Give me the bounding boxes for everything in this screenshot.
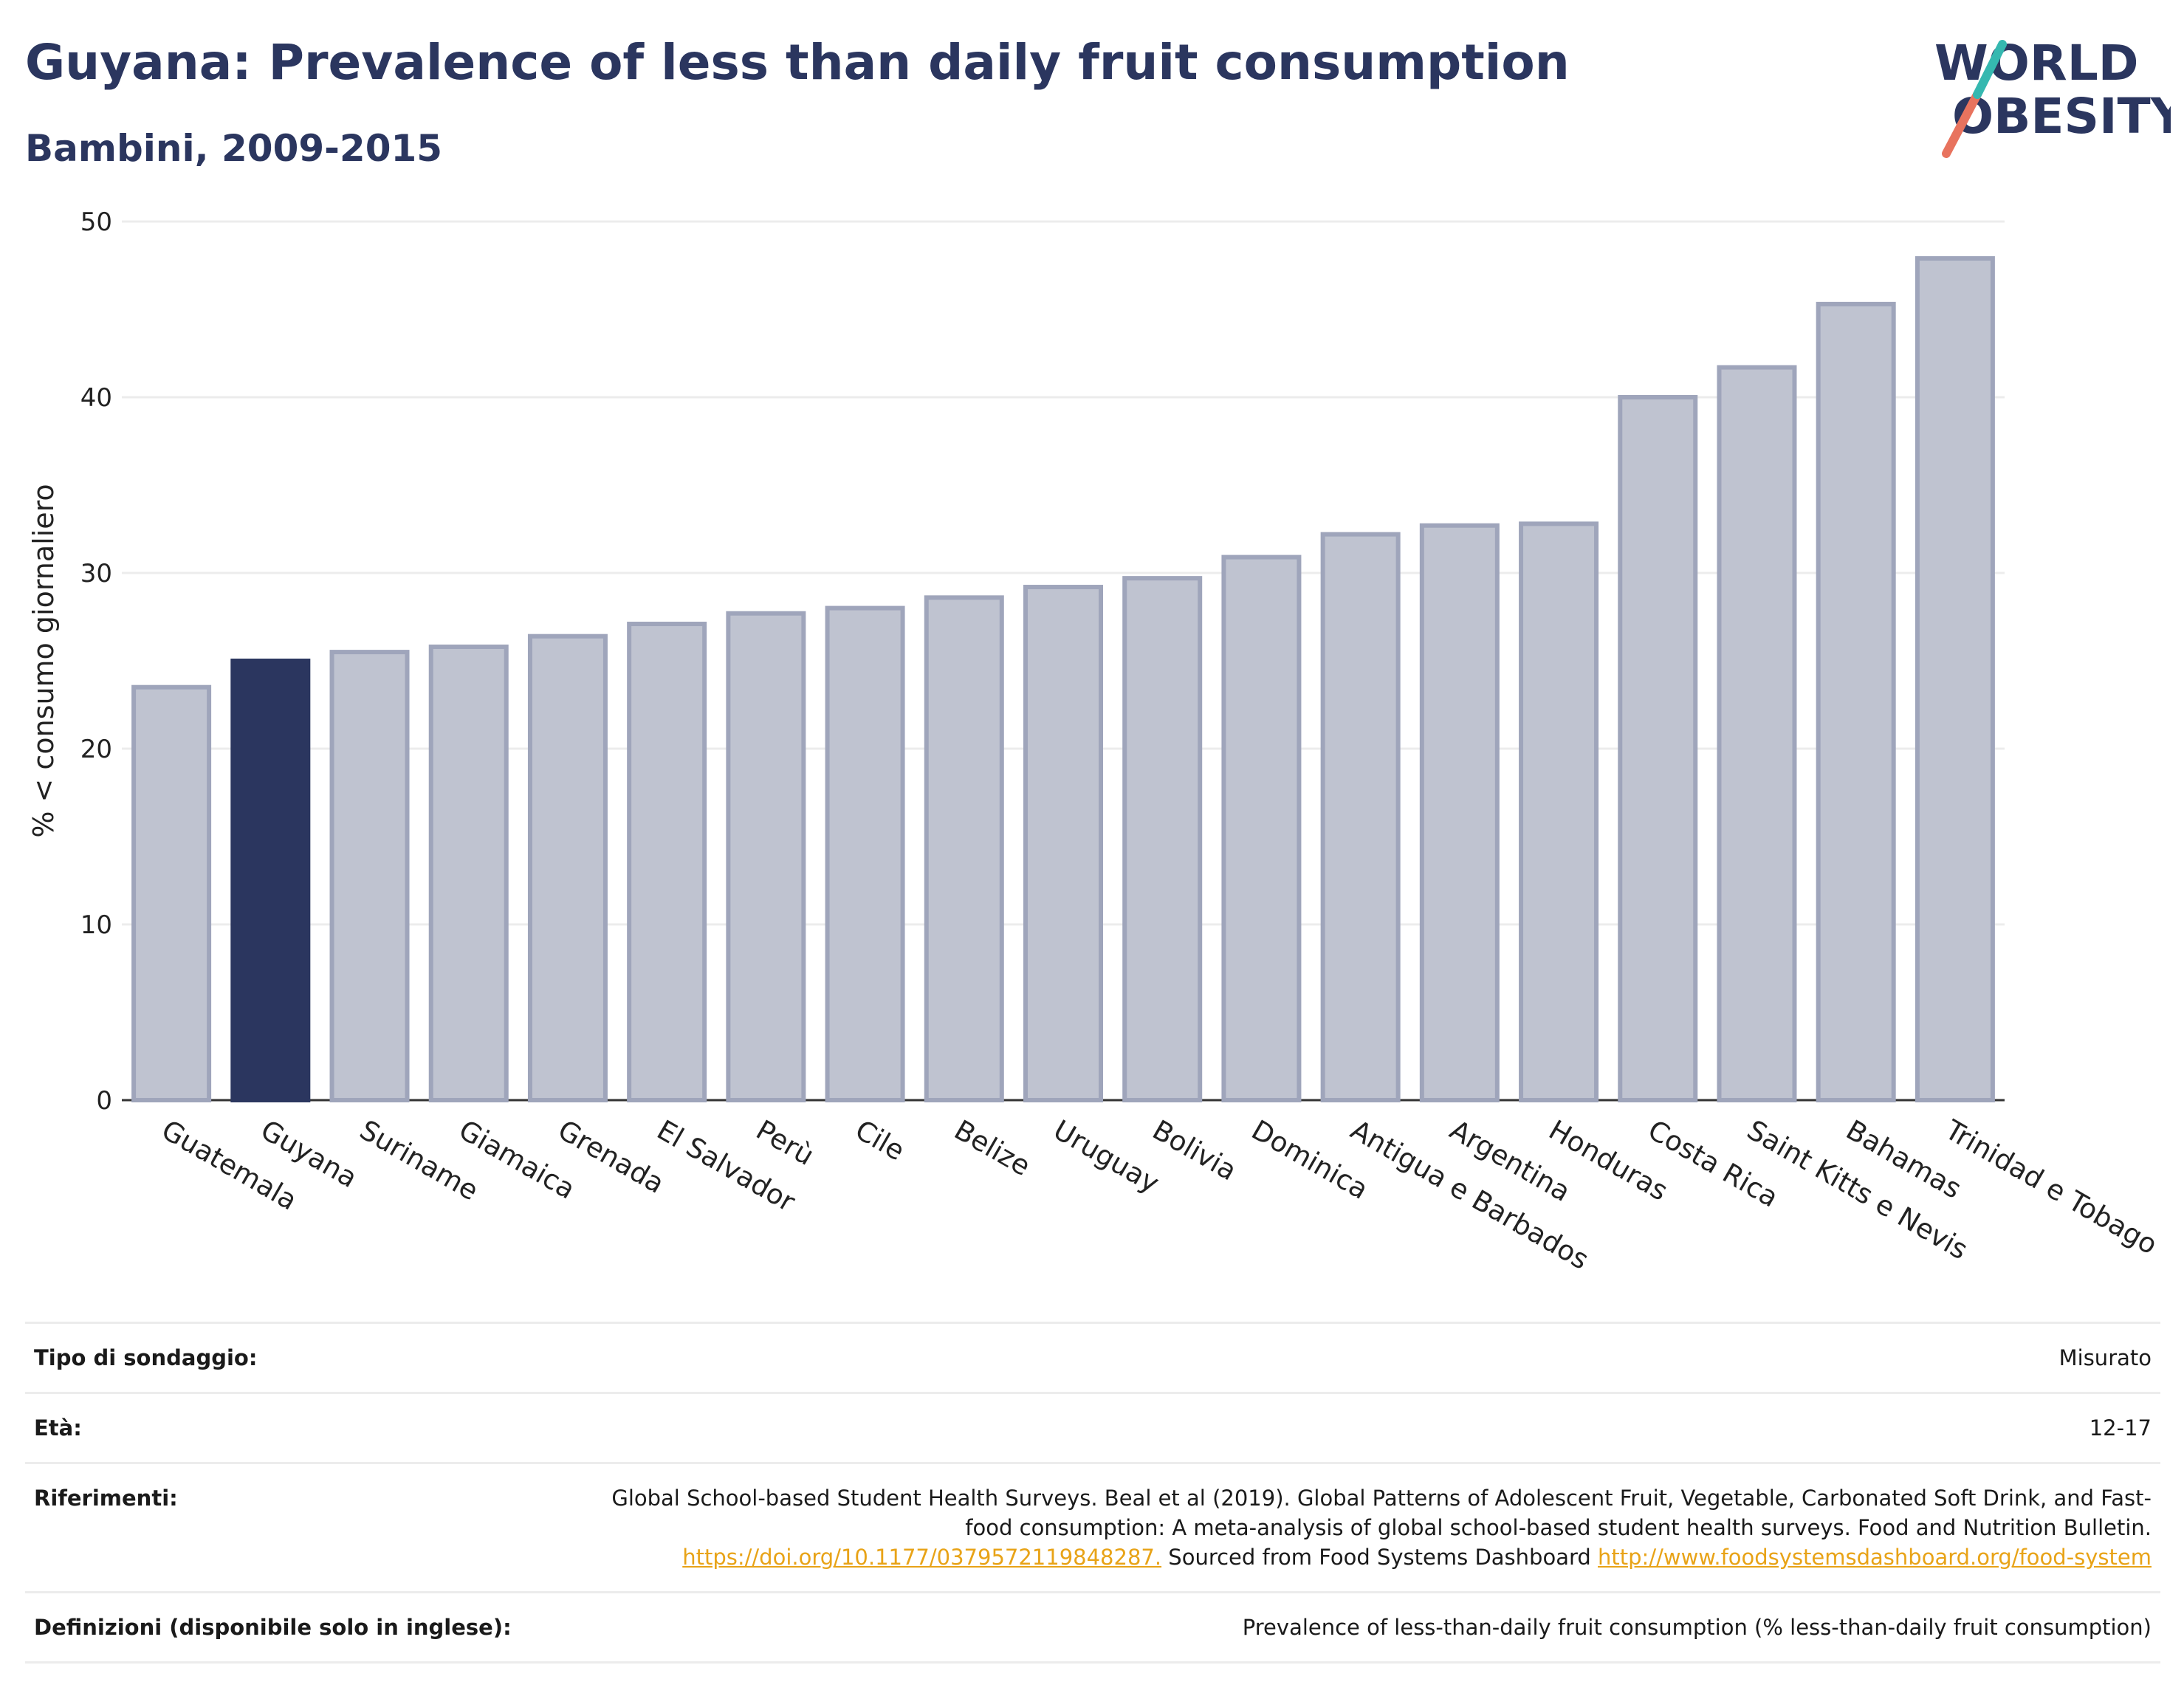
references-value: Global School-based Student Health Surve… <box>560 1463 2160 1593</box>
bar-suriname <box>329 650 410 1102</box>
bar-chart: 0 10 20 30 40 50 GuatemalaGuyanaSurinameGiama… <box>27 207 2163 1276</box>
y-tick-label: 30 <box>80 559 112 588</box>
bar-dominica <box>1221 555 1302 1102</box>
world-obesity-logo: WORLD OBESITY <box>1934 35 2171 158</box>
bar-saint-kitts-e-nevis <box>1717 365 1797 1103</box>
bar-per- <box>726 611 806 1102</box>
logo-line2: OBESITY <box>1952 88 2171 145</box>
info-row-definitions: Definizioni (disponibile solo in inglese… <box>25 1592 2160 1663</box>
age-label: Età: <box>34 1415 82 1441</box>
survey-label: Tipo di sondaggio: <box>34 1345 258 1370</box>
bar-argentina <box>1419 523 1500 1102</box>
bar-bolivia <box>1122 576 1203 1102</box>
category-label: Belize <box>949 1114 1036 1183</box>
bar-el-salvador <box>627 622 707 1102</box>
definitions-label: Definizioni (disponibile solo in inglese… <box>34 1615 512 1640</box>
logo-slash-coral <box>1942 90 1982 158</box>
info-row-age: Età: 12-17 <box>25 1393 2160 1463</box>
references-label: Riferimenti: <box>34 1486 178 1511</box>
info-row-references: Riferimenti: Global School-based Student… <box>25 1463 2160 1593</box>
bar-trinidad-e-tobago <box>1915 255 1995 1103</box>
bars <box>131 255 1995 1103</box>
bar-honduras <box>1519 521 1599 1102</box>
bar-giamaica <box>428 644 509 1102</box>
references-text: Global School-based Student Health Surve… <box>611 1486 2152 1540</box>
category-label: Uruguay <box>1048 1114 1165 1200</box>
bar-antigua-e-barbados <box>1320 532 1401 1102</box>
page-subtitle: Bambini, 2009-2015 <box>25 127 443 170</box>
bar-costa-rica <box>1618 395 1698 1102</box>
doi-link[interactable]: https://doi.org/10.1177/0379572119848287… <box>682 1545 1162 1570</box>
bar-guatemala <box>131 684 212 1102</box>
category-label: Cile <box>850 1114 910 1167</box>
food-systems-link[interactable]: http://www.foodsystemsdashboard.org/food… <box>1598 1545 2152 1570</box>
category-label: Perù <box>751 1114 820 1172</box>
y-tick-label: 40 <box>80 383 112 413</box>
y-tick-label: 20 <box>80 735 112 764</box>
logo-slash-teal <box>1973 40 2007 99</box>
y-tick-label: 50 <box>80 207 112 237</box>
bar-belize <box>924 595 1004 1102</box>
category-labels: GuatemalaGuyanaSurinameGiamaicaGrenadaEl… <box>157 1113 2163 1276</box>
survey-value: Misurato <box>2058 1345 2152 1370</box>
bar-grenada <box>527 634 608 1102</box>
bar-cile <box>825 605 905 1102</box>
logo-line1: WORLD <box>1934 35 2139 92</box>
y-tick-label: 10 <box>80 910 112 940</box>
bar-uruguay <box>1023 585 1103 1102</box>
bar-guyana <box>230 659 311 1102</box>
y-axis-title: % < consumo giornaliero <box>27 484 60 837</box>
definitions-value: Prevalence of less-than-daily fruit cons… <box>1242 1615 2152 1640</box>
age-value: 12-17 <box>2089 1415 2152 1441</box>
info-table: Tipo di sondaggio: Misurato Età: 12-17 R… <box>25 1322 2160 1664</box>
y-tick-label: 0 <box>96 1086 112 1116</box>
page-title: Guyana: Prevalence of less than daily fr… <box>25 34 1570 91</box>
bar-bahamas <box>1816 301 1896 1103</box>
references-source-text: Sourced from Food Systems Dashboard <box>1168 1545 1591 1570</box>
info-row-survey: Tipo di sondaggio: Misurato <box>25 1322 2160 1393</box>
y-tick-labels: 0 10 20 30 40 50 <box>80 207 112 1116</box>
